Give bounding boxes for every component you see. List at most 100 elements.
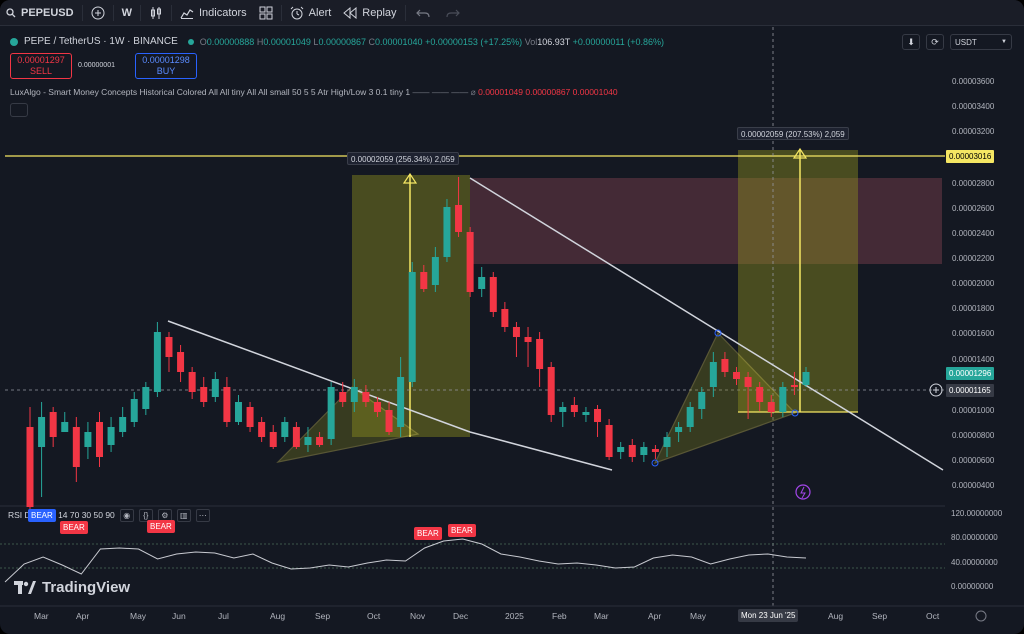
rsi-title: RSI Div - Lib 14 70 30 50 90	[8, 510, 115, 520]
price-axis-label: 0.00002800	[952, 179, 995, 188]
candle-body	[200, 387, 208, 402]
chart-type-button[interactable]	[143, 0, 169, 26]
candle-body	[709, 362, 717, 387]
price-axis[interactable]: 0.00003600 0.00003400 0.00003200 0.00002800…	[948, 27, 1024, 634]
price-axis-label: 0.00001000	[952, 406, 995, 415]
open-value: 0.00000888	[206, 36, 255, 47]
candle-body	[501, 309, 509, 327]
event-marker-icon[interactable]	[795, 484, 811, 500]
candle-body	[570, 405, 578, 412]
divider	[112, 4, 114, 21]
indicator-legend[interactable]: LuxAlgo - Smart Money Concepts Historica…	[10, 87, 618, 97]
time-axis-label: Jun	[172, 611, 186, 621]
download-button[interactable]: ⬇	[902, 34, 920, 50]
time-axis-label: May	[690, 611, 707, 621]
trendline-1	[167, 320, 471, 433]
rsi-bull-tag: BEAR	[28, 509, 56, 522]
candle-body	[130, 399, 138, 422]
time-axis-label: Sep	[872, 611, 888, 621]
candle-body	[559, 407, 567, 412]
indicators-button[interactable]: Indicators	[174, 0, 253, 26]
pivot-marker	[651, 459, 659, 467]
divider	[404, 4, 406, 21]
price-axis-label: 0.00003400	[952, 102, 995, 111]
price-axis-label: 0.00001800	[952, 304, 995, 313]
rsi-axis-label: 40.00000000	[951, 558, 998, 567]
candle-body	[698, 392, 706, 409]
layouts-button[interactable]	[253, 0, 279, 26]
measure-label-1: 0.00002059 (256.34%) 2,059	[347, 152, 459, 165]
trash-icon[interactable]: ▥	[176, 508, 191, 522]
price-axis-label: 0.00002400	[952, 229, 995, 238]
refresh-button[interactable]: ⟳	[926, 34, 944, 50]
candle-body	[744, 377, 752, 387]
time-axis-label: Dec	[453, 611, 469, 621]
indicator-name: LuxAlgo - Smart Money Concepts Historica…	[10, 87, 411, 97]
candle-body	[72, 427, 80, 467]
settings-icon[interactable]	[975, 610, 987, 622]
triangle-pattern-1	[276, 386, 420, 463]
tradingview-logo: TradingView	[14, 579, 130, 596]
market-status-icon	[187, 38, 194, 45]
code-icon[interactable]: {}	[138, 508, 153, 522]
tradingview-logo-icon	[14, 580, 36, 594]
chart-area[interactable]: PEPE / TetherUS · 1W · BINANCE O0.000008…	[0, 27, 1024, 634]
divider	[280, 4, 282, 21]
candle-body	[536, 339, 544, 369]
price-chart[interactable]	[0, 27, 1024, 634]
candle-body	[350, 387, 358, 402]
supply-zone	[470, 178, 942, 264]
more-icon[interactable]: ⋯	[195, 508, 210, 522]
price-axis-label: 0.00003200	[952, 127, 995, 136]
candle-body	[234, 402, 242, 422]
rsi-bear-tag: BEAR	[60, 521, 88, 534]
collapse-legend-button[interactable]	[10, 103, 28, 117]
candle-body	[304, 437, 312, 445]
symbol-search-button[interactable]: PEPEUSD	[0, 0, 80, 26]
candle-body	[119, 417, 127, 432]
price-axis-label: 0.00002000	[952, 279, 995, 288]
currency-select[interactable]: USDT ▼	[950, 34, 1012, 50]
time-axis-label: Mar	[594, 611, 609, 621]
replay-label: Replay	[362, 6, 397, 19]
add-plus-icon[interactable]	[929, 383, 943, 397]
interval-button[interactable]: W	[116, 0, 138, 26]
high-value: 0.00001049	[263, 36, 311, 47]
buy-button[interactable]: 0.00001298 BUY	[135, 53, 197, 79]
redo-button[interactable]	[438, 0, 468, 26]
candle-body	[489, 277, 497, 312]
candle-body	[675, 427, 683, 432]
arrow-head-icon	[402, 172, 418, 184]
symbol-label: PEPEUSD	[21, 6, 74, 19]
candle-body	[582, 412, 590, 415]
candle-body	[339, 392, 347, 402]
candle-body	[663, 437, 671, 447]
candle-body	[594, 409, 602, 422]
time-axis-label: Nov	[410, 611, 426, 621]
candle-body	[327, 387, 335, 439]
trendline-2	[469, 177, 944, 471]
candle-body	[431, 257, 439, 285]
time-axis-label: Apr	[648, 611, 662, 621]
candle-body	[26, 427, 34, 507]
eye-icon[interactable]: ◉	[119, 508, 134, 522]
replay-button[interactable]: Replay	[337, 0, 402, 26]
undo-button[interactable]	[408, 0, 438, 26]
compare-symbol-button[interactable]	[85, 0, 111, 26]
candle-body	[628, 445, 636, 457]
alert-button[interactable]: Alert	[284, 0, 338, 26]
rsi-axis-label: 0.00000000	[951, 582, 994, 591]
alert-label: Alert	[308, 6, 332, 19]
price-axis-label: 0.00000400	[952, 481, 995, 490]
price-axis-label: 0.00000800	[952, 431, 995, 440]
candle-body	[547, 367, 555, 415]
time-axis-label: 2025	[505, 611, 524, 621]
time-axis-label: Oct	[926, 611, 940, 621]
chevron-down-icon: ▼	[1001, 39, 1007, 45]
candle-body	[38, 417, 46, 447]
rsi-legend[interactable]: RSI Div - Lib 14 70 30 50 90 ◉ {} ⚙ ▥ ⋯	[8, 507, 210, 523]
candle-body	[49, 412, 57, 437]
sell-price: 0.00001297	[17, 55, 65, 65]
sell-button[interactable]: 0.00001297 SELL	[10, 53, 72, 79]
replay-icon	[343, 6, 357, 19]
